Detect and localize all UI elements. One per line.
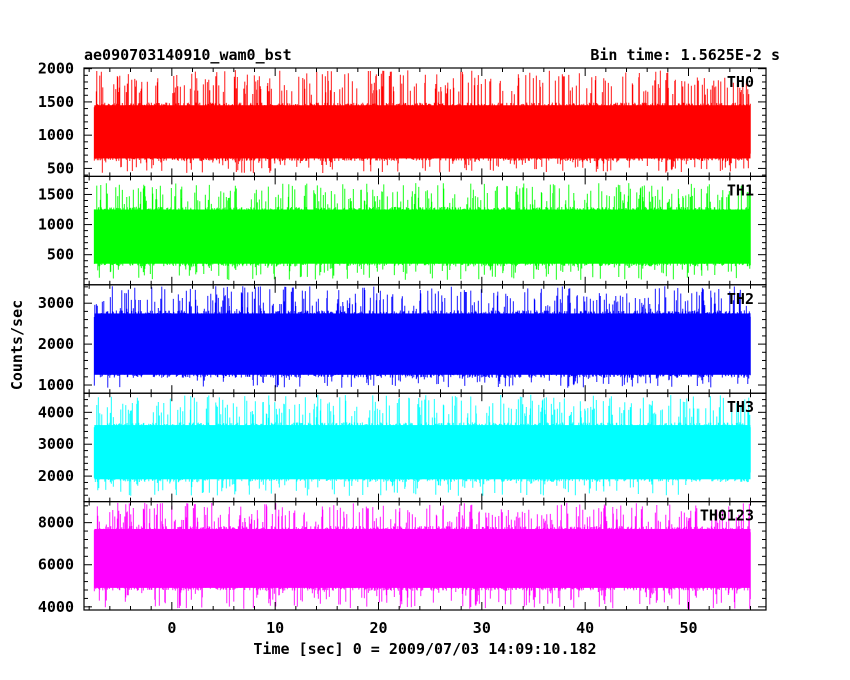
series-label: TH0123 (700, 507, 754, 525)
y-tick-label: 4000 (38, 598, 74, 616)
y-tick-label: 1500 (38, 185, 74, 203)
series-label: TH3 (727, 398, 754, 416)
series-band-th0 (94, 105, 751, 159)
y-tick-label: 1000 (38, 126, 74, 144)
x-tick-label: 20 (369, 619, 387, 637)
y-tick-label: 2000 (38, 467, 74, 485)
y-tick-label: 3000 (38, 294, 74, 312)
y-tick-label: 1000 (38, 376, 74, 394)
y-tick-label: 2000 (38, 335, 74, 353)
series-label: TH1 (727, 181, 754, 199)
y-tick-label: 1500 (38, 93, 74, 111)
panel-th0: 500 1000 1500 2000 TH0 (38, 60, 767, 177)
x-tick-label: 10 (266, 619, 284, 637)
x-tick-label: 30 (473, 619, 491, 637)
series-band-th0123 (94, 528, 751, 588)
series-band-th1 (94, 209, 751, 264)
x-tick-label: 0 (167, 619, 176, 637)
series-band-th3 (94, 425, 751, 480)
y-tick-label: 500 (47, 246, 74, 264)
y-tick-label: 500 (47, 159, 74, 177)
panel-th1: 500 1000 1500 TH1 (38, 175, 767, 286)
x-axis-title: Time [sec] 0 = 2009/07/03 14:09:10.182 (253, 640, 596, 658)
series-band-th2 (94, 313, 751, 375)
y-tick-label: 3000 (38, 435, 74, 453)
y-tick-label: 1000 (38, 216, 74, 234)
panel-frame (83, 501, 767, 611)
y-tick-label: 6000 (38, 556, 74, 574)
y-tick-label: 8000 (38, 514, 74, 532)
chart-title: ae090703140910_wam0_bst (84, 46, 292, 64)
panel-th2: 1000 2000 3000 TH2 (38, 284, 767, 394)
series-label: TH2 (727, 290, 754, 308)
bin-time-label: Bin time: 1.5625E-2 s (590, 46, 780, 64)
y-tick-label: 4000 (38, 403, 74, 421)
panel-th0123: 4000 6000 8000 TH0123 (38, 501, 767, 616)
series-label: TH0 (727, 73, 754, 91)
panel-th3: 2000 3000 4000 TH3 (38, 392, 767, 503)
x-tick-label: 40 (576, 619, 594, 637)
y-tick-label: 2000 (38, 60, 74, 78)
y-axis-title: Counts/sec (8, 300, 26, 390)
x-tick-label: 50 (679, 619, 697, 637)
